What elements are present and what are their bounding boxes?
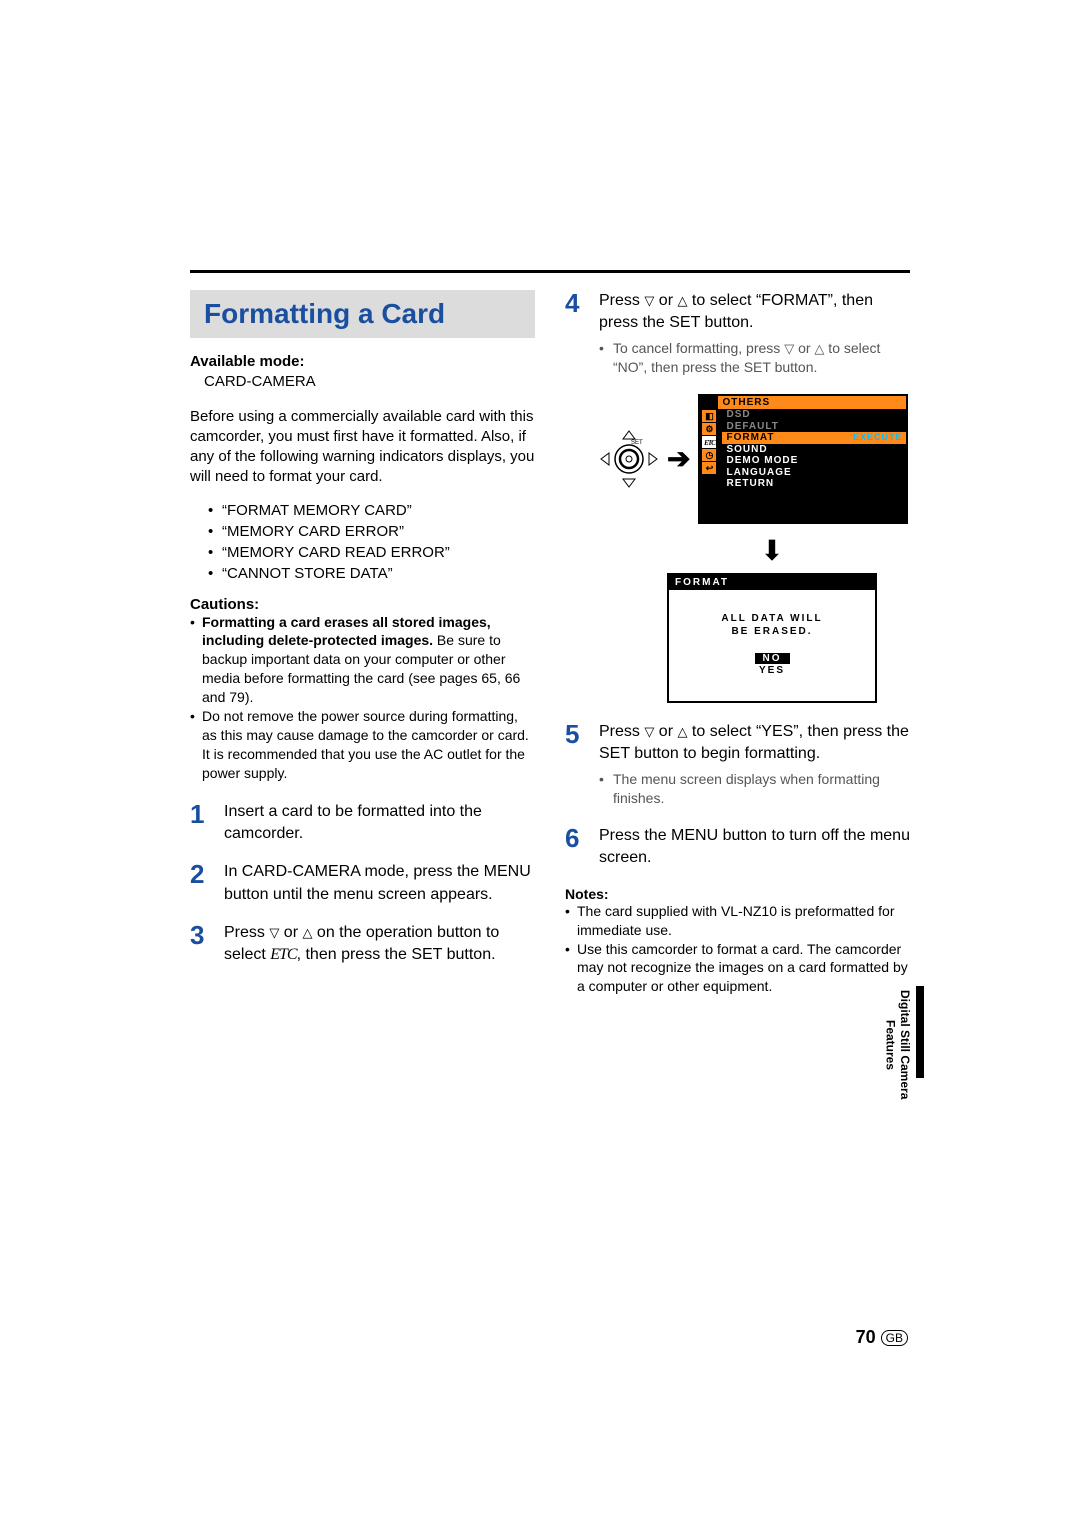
side-tab-bar [916,986,924,1078]
notes-block: Notes: •The card supplied with VL-NZ10 i… [565,886,910,996]
format-screen: FORMAT ALL DATA WILLBE ERASED. NO YES [667,573,877,703]
caution-text: Formatting a card erases all stored imag… [202,613,535,707]
option-yes: YES [759,665,785,676]
menu-item: SOUND [722,444,906,456]
step-number: 5 [565,721,599,809]
side-tab: Digital Still CameraFeatures [883,990,912,1099]
step-3: 3 Press ▽ or △ on the operation button t… [190,922,535,967]
option-no: NO [755,653,790,664]
page-number: 70 GB [856,1327,908,1348]
format-message: ALL DATA WILLBE ERASED. [669,612,875,638]
step-sub: •The menu screen displays when formattin… [599,770,910,809]
menu-item: DEFAULT [722,421,906,433]
down-triangle-icon: ▽ [644,724,654,739]
list-item: •“CANNOT STORE DATA” [208,563,535,584]
steps-left: 1 Insert a card to be formatted into the… [190,801,535,967]
left-column: Formatting a Card Available mode: CARD-C… [190,290,535,996]
down-triangle-icon: ▽ [644,293,654,308]
caution-item: • Formatting a card erases all stored im… [190,613,535,707]
menu-screen: OTHERS ◧ ⚙ ETC ◷ ↩ DSD DEFAULT FORMATEXE… [698,394,908,524]
step-sub: • To cancel formatting, press ▽ or △ to … [599,339,910,378]
note-item: •Use this camcorder to format a card. Th… [565,940,910,997]
step-6: 6 Press the MENU button to turn off the … [565,825,910,870]
menu-diagram: SET ➔ OTHERS ◧ ⚙ ETC ◷ ↩ DSD DEFAUL [599,394,910,524]
up-triangle-icon: △ [302,925,312,940]
menu-item-selected: FORMATEXECUTE [722,432,906,444]
cautions-label: Cautions: [190,596,535,613]
warning-text: “MEMORY CARD READ ERROR” [222,542,450,563]
step-text: Press ▽ or △ to select “FORMAT”, then pr… [599,290,910,378]
available-mode-label: Available mode: [190,353,304,370]
step-1: 1 Insert a card to be formatted into the… [190,801,535,846]
clock-icon: ◷ [702,449,716,461]
cautions-block: Cautions: • Formatting a card erases all… [190,596,535,783]
menu-item: LANGUAGE [722,467,906,479]
step-number: 6 [565,825,599,870]
step-text: Press ▽ or △ to select “YES”, then press… [599,721,910,809]
warning-text: “MEMORY CARD ERROR” [222,521,404,542]
list-item: •“MEMORY CARD READ ERROR” [208,542,535,563]
step-number: 1 [190,801,224,846]
available-mode: Available mode: CARD-CAMERA [190,352,535,393]
notes-label: Notes: [565,886,910,902]
etc-tab-icon: ETC [702,436,716,448]
content-columns: Formatting a Card Available mode: CARD-C… [190,290,910,996]
up-triangle-icon: △ [677,724,687,739]
menu-item: RETURN [722,478,906,490]
down-triangle-icon: ▽ [269,925,279,940]
intro-text: Before using a commercially available ca… [190,407,535,488]
step-4: 4 Press ▽ or △ to select “FORMAT”, then … [565,290,910,378]
step-number: 4 [565,290,599,378]
down-arrow-icon: ⬇ [667,534,877,567]
step-text: Insert a card to be formatted into the c… [224,801,535,846]
step-text: Press the MENU button to turn off the me… [599,825,910,870]
top-rule [190,270,910,273]
down-triangle-icon: ▽ [784,341,794,356]
etc-icon: ETC [270,946,296,963]
up-triangle-icon: △ [677,293,687,308]
camera-icon: ◧ [702,410,716,422]
step-2: 2 In CARD-CAMERA mode, press the MENU bu… [190,861,535,906]
menu-item: DEMO MODE [722,455,906,467]
menu-sidebar: ◧ ⚙ ETC ◷ ↩ [702,410,716,474]
warning-text: “FORMAT MEMORY CARD” [222,500,412,521]
step-number: 3 [190,922,224,967]
available-mode-value: CARD-CAMERA [204,373,316,390]
caution-text: Do not remove the power source during fo… [202,707,535,783]
up-triangle-icon: △ [814,341,824,356]
step-5: 5 Press ▽ or △ to select “YES”, then pre… [565,721,910,809]
gear-icon: ⚙ [702,423,716,435]
menu-header: OTHERS [718,396,906,410]
list-item: •“MEMORY CARD ERROR” [208,521,535,542]
warning-list: •“FORMAT MEMORY CARD” •“MEMORY CARD ERRO… [190,500,535,584]
warning-text: “CANNOT STORE DATA” [222,563,393,584]
note-text: Use this camcorder to format a card. The… [577,940,910,997]
right-column: 4 Press ▽ or △ to select “FORMAT”, then … [565,290,910,996]
format-header: FORMAT [669,575,875,590]
menu-item: DSD [722,409,906,421]
format-options: NO YES [669,652,875,676]
list-item: •“FORMAT MEMORY CARD” [208,500,535,521]
operation-dial-icon: SET [599,429,659,489]
step-text: Press ▽ or △ on the operation button to … [224,922,535,967]
menu-items: DSD DEFAULT FORMATEXECUTE SOUND DEMO MOD… [722,409,906,490]
region-badge: GB [881,1330,908,1346]
arrow-right-icon: ➔ [667,442,690,475]
note-text: The card supplied with VL-NZ10 is prefor… [577,902,910,940]
note-item: •The card supplied with VL-NZ10 is prefo… [565,902,910,940]
section-title: Formatting a Card [190,290,535,338]
step-text: In CARD-CAMERA mode, press the MENU butt… [224,861,535,906]
return-icon: ↩ [702,462,716,474]
step-number: 2 [190,861,224,906]
set-label: SET [631,440,643,446]
caution-item: • Do not remove the power source during … [190,707,535,783]
